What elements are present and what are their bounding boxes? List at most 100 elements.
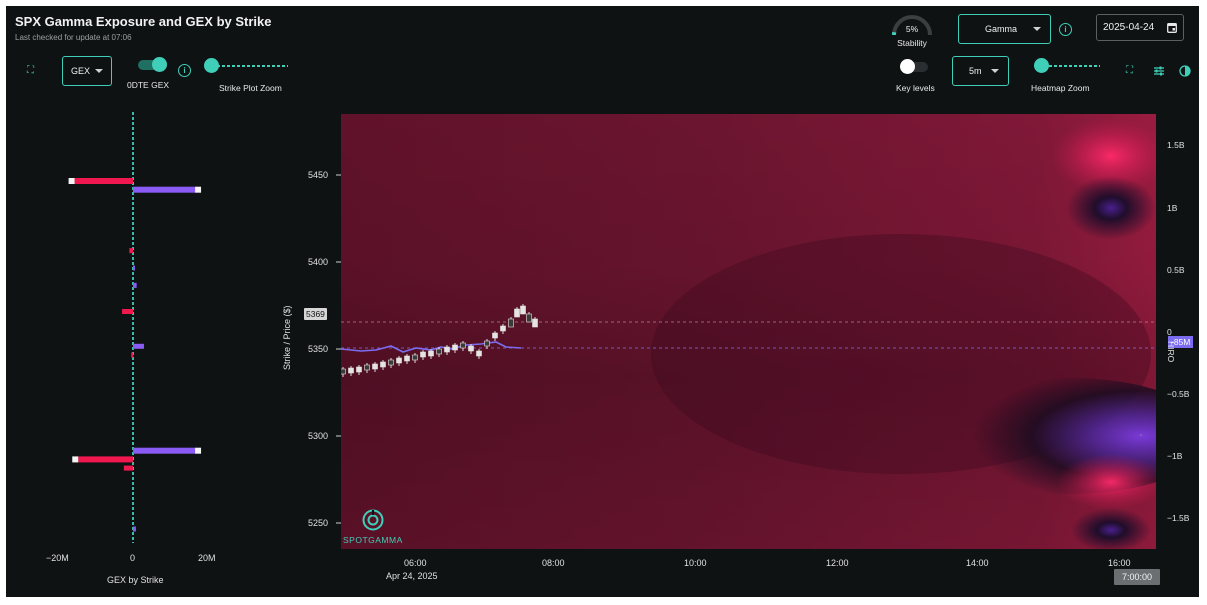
gex-xtick: 0 [130, 553, 136, 563]
metric-select-value: GEX [71, 66, 91, 76]
candle-body [526, 313, 532, 323]
gex-xtick: 20M [198, 553, 216, 563]
candle-body [476, 350, 482, 357]
time-xtick: 06:00 [404, 558, 427, 568]
strike-ytick: 5300 [308, 431, 329, 441]
time-xtick: 08:00 [542, 558, 565, 568]
candle-body [436, 348, 442, 355]
gex-bars [68, 178, 202, 532]
candle-body [444, 346, 450, 353]
candle-body [356, 366, 362, 373]
hiro-ytick: 1B [1167, 203, 1178, 213]
gex-xtick: −20M [46, 553, 69, 563]
brand-text: SPOTGAMMA [343, 535, 403, 545]
strike-plot-zoom-label: Strike Plot Zoom [219, 83, 282, 93]
candle-body [412, 354, 418, 361]
last-update-text: Last checked for update at 07:06 [15, 33, 132, 42]
strike-tick-marks [336, 174, 341, 524]
gex-bar-tip [195, 186, 202, 193]
time-xtick: 12:00 [826, 558, 849, 568]
strike-ytick: 5400 [308, 257, 329, 267]
candle-body [364, 364, 370, 371]
candle-body [492, 332, 498, 339]
candle-body [514, 308, 520, 318]
hiro-ytick: 0.5B [1167, 265, 1185, 275]
slider-handle[interactable] [1034, 58, 1049, 73]
chevron-down-icon [95, 69, 103, 73]
gex-bar [133, 186, 196, 193]
candle-body [520, 305, 526, 315]
date-picker[interactable]: 2025-04-24 [1096, 14, 1184, 41]
candle-body [460, 342, 466, 349]
gex-bar [133, 343, 144, 349]
gex-bar [74, 178, 133, 184]
expand-heatmap-icon[interactable]: ⛶ [1126, 65, 1133, 76]
key-levels-label: Key levels [896, 83, 935, 93]
hiro-ytick: −1.5B [1167, 513, 1190, 523]
gex-bar [133, 282, 137, 288]
gex-bar [133, 265, 135, 271]
hiro-marker: -85M [1168, 336, 1194, 348]
metric-select[interactable]: GEX [62, 56, 112, 86]
candle-body [388, 359, 394, 366]
heatmap-zoom-slider[interactable] [1034, 58, 1101, 74]
info-icon[interactable]: i [1059, 23, 1072, 36]
price-candles [341, 304, 538, 377]
slider-track [212, 65, 288, 67]
odte-gex-toggle[interactable] [138, 57, 168, 73]
slider-handle[interactable] [204, 58, 219, 73]
gex-bar-tip [72, 456, 79, 463]
interval-select-value: 5m [969, 66, 982, 76]
spotgamma-logo-icon [361, 508, 385, 537]
time-xtick: 16:00 [1108, 558, 1131, 568]
gex-bar [131, 352, 134, 358]
candle-body [500, 325, 506, 332]
stability-label: Stability [897, 38, 927, 48]
stability-gauge-arc [891, 15, 932, 36]
candle-body [468, 345, 474, 352]
gex-bar [129, 248, 133, 254]
candle-body [484, 340, 490, 347]
candle-body [508, 318, 514, 328]
mode-select[interactable]: Gamma [958, 14, 1051, 44]
hiro-ytick: 1.5B [1167, 140, 1185, 150]
calendar-icon[interactable] [1167, 22, 1177, 33]
gex-bar-tip [68, 178, 75, 184]
gex-bar [78, 456, 133, 463]
strike-ytick: 5350 [308, 344, 329, 354]
candle-body [420, 351, 426, 358]
key-levels-toggle[interactable] [898, 59, 930, 75]
candle-body [452, 344, 458, 351]
strike-plot-zoom-slider[interactable] [204, 58, 290, 74]
toggle-track [138, 60, 164, 70]
gex-by-strike-chart [68, 112, 202, 543]
chevron-down-icon [1033, 27, 1041, 31]
odte-gex-label: 0DTE GEX [127, 80, 170, 90]
strike-ytick: 5450 [308, 170, 329, 180]
toggle-knob [152, 57, 167, 72]
gamma-heatmap [341, 114, 1156, 549]
chevron-down-icon [991, 69, 999, 73]
info-icon[interactable]: i [178, 64, 191, 77]
candle-body [372, 363, 378, 370]
stability-percent: 5% [905, 24, 919, 34]
time-xtick: 10:00 [684, 558, 707, 568]
stability-gauge: 5% Stability [890, 11, 934, 55]
candle-body [532, 318, 538, 328]
hiro-axis-label: HIRO [1166, 341, 1176, 363]
price-marker: 5369 [304, 308, 327, 320]
candle-body [348, 367, 354, 374]
contrast-icon[interactable] [1179, 64, 1191, 82]
page-title: SPX Gamma Exposure and GEX by Strike [15, 14, 272, 29]
hiro-ytick: 0 [1167, 327, 1172, 337]
gex-xlabel: GEX by Strike [107, 575, 164, 585]
mode-select-value: Gamma [985, 24, 1018, 34]
time-xtick: 14:00 [966, 558, 989, 568]
gex-bar [133, 447, 196, 454]
expand-strike-plot-icon[interactable]: ⛶ [27, 65, 34, 76]
toggle-track [902, 62, 928, 72]
gex-bar [133, 526, 136, 532]
gex-bar-tip [195, 447, 202, 454]
interval-select[interactable]: 5m [952, 56, 1009, 86]
settings-sliders-icon[interactable] [1153, 64, 1165, 82]
